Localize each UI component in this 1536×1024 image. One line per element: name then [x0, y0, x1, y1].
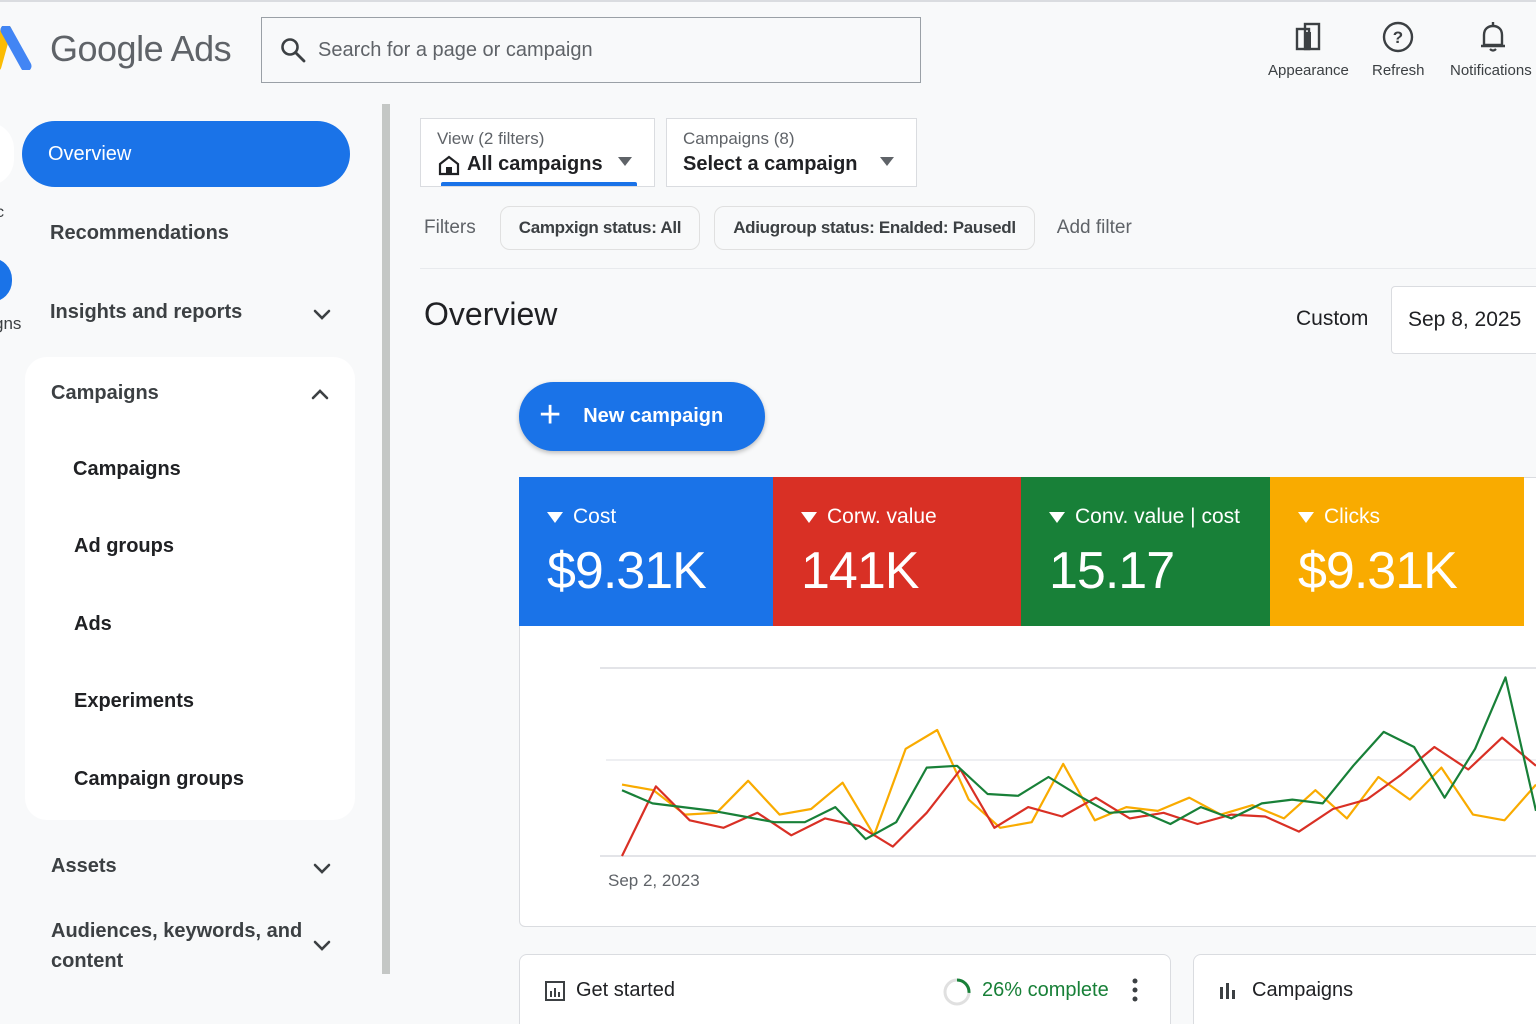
new-campaign-button[interactable]: + New campaign: [519, 382, 765, 451]
sidebar-item-label: Recommendations: [50, 222, 229, 244]
sidebar-subitem-experiments[interactable]: Experiments: [74, 690, 195, 712]
filter-chip-adgroup-status[interactable]: Adiugroup status: Enalded: Pausedl: [714, 206, 1035, 250]
get-started-card[interactable]: Get started 26% complete: [519, 954, 1171, 1024]
refresh-label: Refresh: [1372, 62, 1425, 79]
date-range-mode[interactable]: Custom: [1296, 307, 1369, 330]
date-range-picker[interactable]: Sep 8, 2025: [1391, 286, 1536, 354]
chevron-down-icon[interactable]: [311, 934, 333, 956]
sidebar-subitem-ad-groups[interactable]: Ad groups: [74, 535, 174, 557]
sidebar-item-overview[interactable]: Overview: [22, 121, 350, 187]
dropdown-caret-icon: [880, 157, 894, 166]
series-line-clicks[interactable]: [621, 728, 1536, 837]
series-line-conv-value[interactable]: [621, 736, 1536, 857]
campaign-selector-value: Select a campaign: [683, 153, 858, 175]
bar-chart-icon: [1220, 982, 1235, 999]
metric-value: $9.31K: [547, 542, 707, 600]
bell-icon: [1481, 22, 1505, 52]
rail-item-create[interactable]: [0, 122, 14, 186]
metric-value: 15.17: [1049, 542, 1175, 600]
metric-label: Clicks: [1324, 505, 1380, 528]
checklist-icon: [545, 980, 565, 1001]
metric-tile-cost[interactable]: Cost $9.31K: [519, 477, 773, 626]
rail-item-campaigns[interactable]: [0, 258, 12, 302]
progress-ring-icon: [943, 978, 971, 1006]
campaigns-card[interactable]: Campaigns: [1193, 954, 1536, 1024]
page-title: Overview: [424, 296, 558, 332]
campaigns-card-title: Campaigns: [1252, 979, 1354, 1001]
sidebar-item-label: Audiences, keywords, and content: [51, 920, 303, 972]
campaign-selector[interactable]: Campaigns (8) Select a campaign: [666, 118, 917, 187]
search-icon: [281, 38, 306, 63]
chevron-down-icon[interactable]: [311, 857, 333, 879]
appearance-label: Appearance: [1268, 62, 1349, 79]
metric-tile-clicks[interactable]: Clicks $9.31K: [1270, 477, 1524, 626]
sidebar-subitem-ads[interactable]: Ads: [74, 613, 112, 635]
rail-label: c: [0, 204, 4, 221]
view-selector[interactable]: View (2 filters) All campaigns: [420, 118, 655, 187]
campaign-selector-label: Campaigns (8): [683, 129, 795, 148]
google-ads-logo-icon[interactable]: [0, 26, 36, 70]
sidebar-subitem-campaign-groups[interactable]: Campaign groups: [74, 768, 245, 790]
appearance-button[interactable]: Appearance: [1268, 20, 1349, 79]
progress-label: 26% complete: [982, 979, 1109, 1001]
help-icon: ?: [1383, 21, 1414, 53]
top-bar: Google Ads Appearance ? Refresh Notifica…: [0, 0, 1536, 100]
chevron-down-icon[interactable]: [311, 303, 333, 325]
new-campaign-label: New campaign: [583, 405, 724, 427]
active-underline: [441, 182, 637, 186]
filters-row: Filters Campxign status: All Adiugroup s…: [424, 206, 1132, 250]
sidebar-item-audiences[interactable]: Audiences, keywords, and content: [51, 916, 311, 976]
metric-label: Corw. value: [827, 505, 937, 528]
sidebar-scrollbar[interactable]: [382, 104, 390, 974]
plus-icon: +: [539, 393, 562, 436]
metric-dropdown-icon: [1298, 511, 1314, 523]
appearance-icon: [1296, 22, 1321, 51]
notifications-button[interactable]: Notifications: [1450, 20, 1532, 79]
metric-value: 141K: [801, 542, 919, 600]
search-input[interactable]: [318, 38, 878, 62]
chevron-up-icon[interactable]: [309, 383, 331, 405]
sidebar-item-campaigns-group[interactable]: Campaigns: [51, 382, 159, 405]
sidebar-item-recommendations[interactable]: Recommendations: [50, 222, 229, 245]
metric-label: Conv. value | cost: [1075, 505, 1240, 528]
view-selector-value: All campaigns: [437, 153, 638, 176]
metric-dropdown-icon: [801, 511, 817, 523]
sidebar-item-label: Assets: [51, 855, 117, 877]
metric-label: Cost: [573, 505, 617, 528]
campaigns-group-card: [25, 357, 355, 820]
view-selector-text: All campaigns: [467, 153, 603, 175]
filter-chip-campaign-status[interactable]: Campxign status: All: [499, 206, 701, 250]
sidebar-item-label: Campaigns: [51, 382, 159, 404]
add-filter-button[interactable]: Add filter: [1056, 217, 1132, 238]
metric-tile-conv-value[interactable]: Corw. value 141K: [773, 477, 1021, 626]
view-selector-label: View (2 filters): [437, 129, 545, 148]
more-vert-icon[interactable]: [1128, 977, 1142, 1003]
rail-label-campaigns: gns: [0, 314, 22, 333]
search-bar[interactable]: [261, 17, 921, 83]
sidebar-item-insights[interactable]: Insights and reports: [50, 301, 242, 324]
filters-label: Filters: [424, 217, 476, 238]
sidebar-subitem-campaigns[interactable]: Campaigns: [73, 458, 181, 480]
x-axis-start-label: Sep 2, 2023: [608, 871, 700, 890]
home-icon: [438, 155, 460, 175]
metric-value: $9.31K: [1298, 542, 1458, 600]
metric-dropdown-icon: [1049, 511, 1065, 523]
sidebar-item-label: Overview: [48, 142, 132, 165]
svg-text:?: ?: [1393, 28, 1403, 47]
series-line-conv-value-cost[interactable]: [621, 676, 1536, 841]
metric-tile-conv-value-cost[interactable]: Conv. value | cost 15.17: [1021, 477, 1270, 626]
divider: [420, 268, 1536, 269]
product-name: Google Ads: [50, 28, 232, 69]
dropdown-caret-icon: [618, 157, 632, 166]
notifications-label: Notifications: [1450, 62, 1532, 79]
refresh-button[interactable]: ? Refresh: [1372, 20, 1425, 79]
metric-dropdown-icon: [547, 511, 563, 523]
get-started-title: Get started: [576, 979, 675, 1001]
performance-line-chart[interactable]: Sep 2, 2023: [520, 640, 1536, 900]
sidebar-item-assets[interactable]: Assets: [51, 855, 117, 878]
sidebar-item-label: Insights and reports: [50, 301, 243, 323]
